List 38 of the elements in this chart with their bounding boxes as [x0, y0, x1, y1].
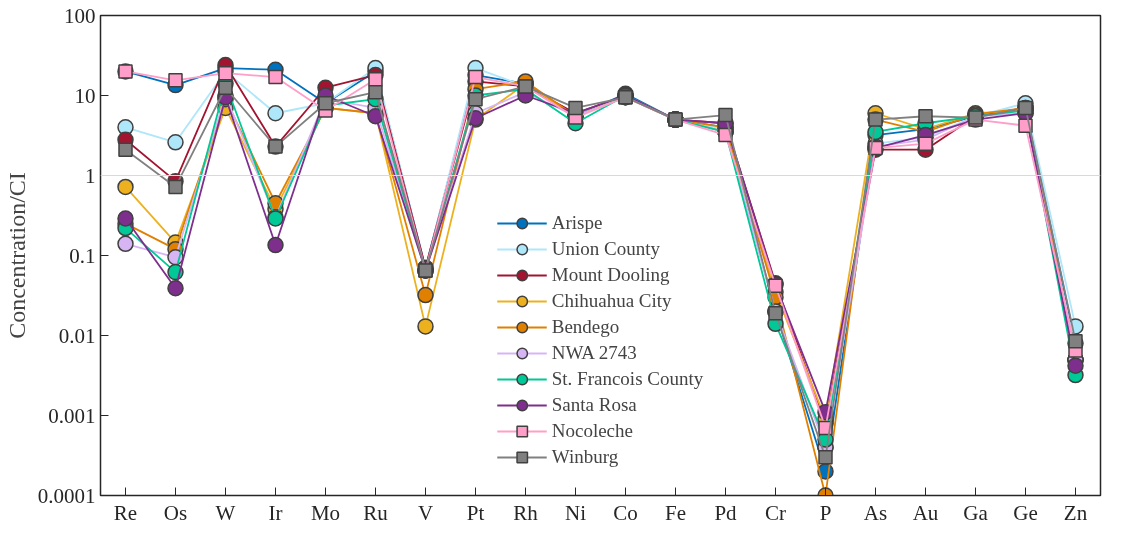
x-tick-label: Co [613, 500, 638, 525]
legend-label: Santa Rosa [551, 393, 637, 417]
x-tick-label: Ir [268, 500, 283, 525]
y-tick-label: 10 [74, 83, 96, 108]
x-tick-label: Rh [513, 500, 539, 525]
y-tick-label: 0.001 [48, 403, 96, 428]
x-tick-label: Os [163, 500, 188, 525]
x-tick-label: Cr [765, 500, 787, 525]
x-tick-label: Zn [1063, 500, 1088, 525]
y-tick-label: 1 [85, 163, 96, 188]
x-tick-label: Pd [714, 500, 738, 525]
x-tick-label: P [819, 500, 832, 525]
y-tick-label: 0.01 [58, 323, 96, 348]
x-tick-label: Au [912, 500, 939, 525]
legend-label: St. Francois County [551, 367, 704, 391]
legend-label: NWA 2743 [551, 341, 637, 365]
x-tick-label: Fe [665, 500, 686, 525]
x-tick-label: As [863, 500, 888, 525]
legend-label: Winburg [551, 445, 619, 469]
x-tick-label: Pt [466, 500, 485, 525]
legend-label: Bendego [551, 315, 620, 339]
y-axis-title: Concentration/CI [3, 172, 30, 339]
y-tick-label: 0.0001 [37, 483, 96, 508]
legend-label: Union County [551, 237, 660, 261]
x-tick-label: V [417, 500, 434, 525]
x-tick-label: Mo [310, 500, 341, 525]
y-tick-label: 0.1 [69, 243, 96, 268]
legend-label: Chihuahua City [551, 289, 672, 313]
x-tick-label: Ge [1013, 500, 1038, 525]
legend-label: Nocoleche [551, 419, 633, 443]
x-tick-label: Ni [565, 500, 587, 525]
x-tick-label: Ru [363, 500, 389, 525]
x-tick-label: Ga [963, 500, 989, 525]
legend-label: Mount Dooling [551, 263, 670, 287]
x-tick-label: W [215, 500, 236, 525]
x-tick-label: Re [113, 500, 138, 525]
legend-label: Arispe [551, 211, 603, 235]
y-tick-label: 100 [64, 3, 96, 28]
